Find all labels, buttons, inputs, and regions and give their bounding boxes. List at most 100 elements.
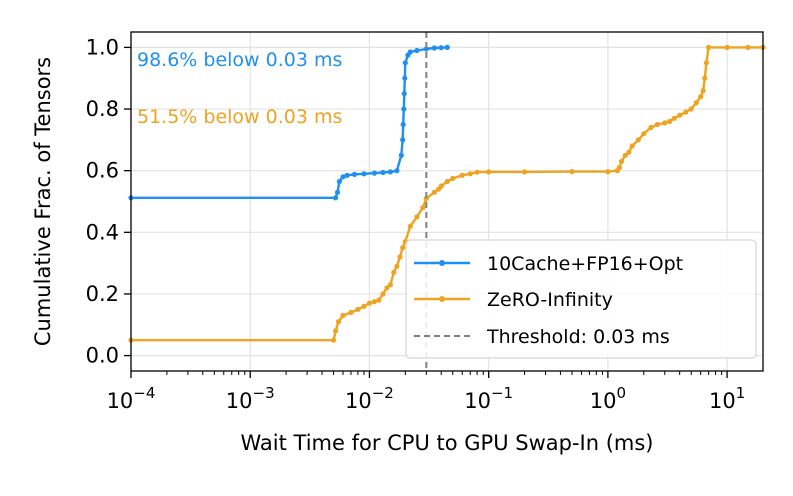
series-1-point-23 — [431, 189, 437, 195]
series-1-point-45 — [662, 120, 668, 126]
series-1-point-37 — [618, 158, 625, 164]
series-1-point-50 — [688, 106, 694, 112]
series-1-point-26 — [444, 178, 450, 185]
series-1-point-48 — [677, 112, 683, 118]
series-1-point-20 — [414, 214, 420, 220]
y-tick-label-1: 0.2 — [86, 282, 119, 306]
x-tick-label-0: 10−4 — [107, 384, 156, 413]
series-0-point-11 — [394, 168, 400, 174]
x-axis-label: Wait Time for CPU to GPU Swap-In (ms) — [240, 431, 653, 455]
plot-frame — [130, 31, 764, 372]
series-1-point-29 — [467, 171, 473, 177]
legend-label-10cache: 10Cache+FP16+Opt — [487, 253, 683, 275]
series-0-point-1 — [333, 195, 339, 201]
series-1-point-11 — [380, 291, 386, 297]
series-1-point-10 — [376, 297, 382, 303]
series-1-point-25 — [438, 183, 444, 189]
series-0-point-4 — [340, 174, 346, 180]
series-1-point-17 — [400, 245, 406, 251]
series-0-point-12 — [398, 152, 404, 158]
series-0-point-22 — [423, 46, 429, 52]
series-1-point-53 — [700, 88, 706, 94]
series-1-point-46 — [667, 118, 673, 124]
series-0-point-17 — [402, 75, 408, 81]
series-1-point-40 — [629, 143, 635, 149]
series-1-point-41 — [635, 137, 641, 143]
series-0-point-6 — [351, 171, 358, 177]
series-1-point-33 — [569, 169, 575, 175]
y-tick-label-4: 0.8 — [86, 97, 119, 121]
legend-label-zero-infinity: ZeRO-Infinity — [487, 289, 613, 311]
legend-label-threshold: Threshold: 0.03 ms — [486, 326, 670, 348]
series-0-point-24 — [438, 45, 444, 51]
series-1-point-6 — [355, 306, 361, 312]
series-0-point-2 — [334, 189, 341, 195]
series-0-point-5 — [344, 172, 350, 178]
y-tick-label-3: 0.6 — [86, 159, 119, 183]
x-tick-base-3: 10 — [464, 389, 491, 413]
series-1-point-22 — [423, 195, 429, 201]
series-0-point-16 — [401, 91, 407, 97]
series-0-point-9 — [380, 169, 386, 176]
series-0-point-15 — [401, 106, 407, 112]
series-1-point-9 — [371, 299, 377, 305]
x-tick-exp-3: −1 — [491, 384, 513, 402]
series-1-point-12 — [384, 285, 390, 291]
series-1-point-28 — [459, 172, 465, 178]
series-1-point-19 — [407, 223, 413, 229]
series-1-point-27 — [450, 175, 456, 181]
legend-marker-10cache — [439, 260, 445, 266]
annotation-10cache: 98.6% below 0.03 ms — [137, 49, 342, 71]
series-1-point-4 — [340, 312, 346, 319]
x-tick-base-2: 10 — [345, 389, 372, 413]
x-tick-exp-4: 0 — [616, 384, 626, 402]
series-1-point-57 — [724, 44, 730, 51]
series-0-point-3 — [336, 178, 342, 185]
series-1-point-43 — [648, 124, 654, 131]
series-1-point-39 — [626, 149, 632, 155]
x-tick-exp-2: −2 — [372, 384, 394, 402]
series-1-point-51 — [693, 100, 699, 106]
series-1-point-14 — [391, 269, 397, 275]
series-0-point-14 — [400, 121, 406, 128]
series-1-point-56 — [706, 44, 712, 51]
series-1-point-32 — [522, 169, 528, 175]
series-1-point-13 — [387, 282, 393, 288]
series-1-point-7 — [361, 303, 367, 309]
series-1-point-38 — [622, 152, 628, 158]
series-layer — [128, 44, 766, 343]
x-tick-label-2: 10−2 — [345, 384, 394, 413]
series-1-point-47 — [671, 115, 677, 121]
series-1-point-54 — [702, 75, 708, 81]
series-0-point-8 — [371, 170, 377, 176]
series-1-point-34 — [605, 169, 611, 175]
series-1-point-31 — [486, 169, 492, 175]
y-tick-label-0: 0.0 — [86, 344, 119, 368]
series-1-point-21 — [420, 205, 426, 211]
series-0-point-18 — [402, 60, 408, 66]
series-1-point-2 — [333, 328, 339, 334]
series-0-point-21 — [414, 47, 420, 54]
x-tick-exp-0: −4 — [133, 384, 155, 402]
x-tick-exp-5: 1 — [736, 384, 746, 402]
legend-marker-zero-infinity — [439, 296, 445, 302]
series-1-point-3 — [335, 319, 342, 325]
series-1-point-52 — [698, 94, 704, 100]
series-1-point-5 — [348, 309, 354, 315]
x-tick-label-5: 101 — [709, 384, 745, 413]
x-tick-base-4: 10 — [590, 389, 617, 413]
series-1-point-49 — [683, 109, 689, 115]
x-tick-label-3: 10−1 — [464, 384, 513, 413]
series-1-point-15 — [394, 263, 400, 269]
series-1-point-58 — [745, 44, 751, 51]
y-axis-label: Cumulative Frac. of Tensors — [31, 57, 55, 346]
series-1-point-44 — [654, 121, 661, 128]
series-1-point-1 — [331, 337, 337, 343]
series-0-point-13 — [400, 137, 406, 143]
series-1-point-30 — [474, 169, 480, 175]
series-1-point-16 — [397, 254, 403, 260]
y-tick-label-5: 1.0 — [86, 35, 119, 59]
grid-lines — [130, 32, 763, 371]
